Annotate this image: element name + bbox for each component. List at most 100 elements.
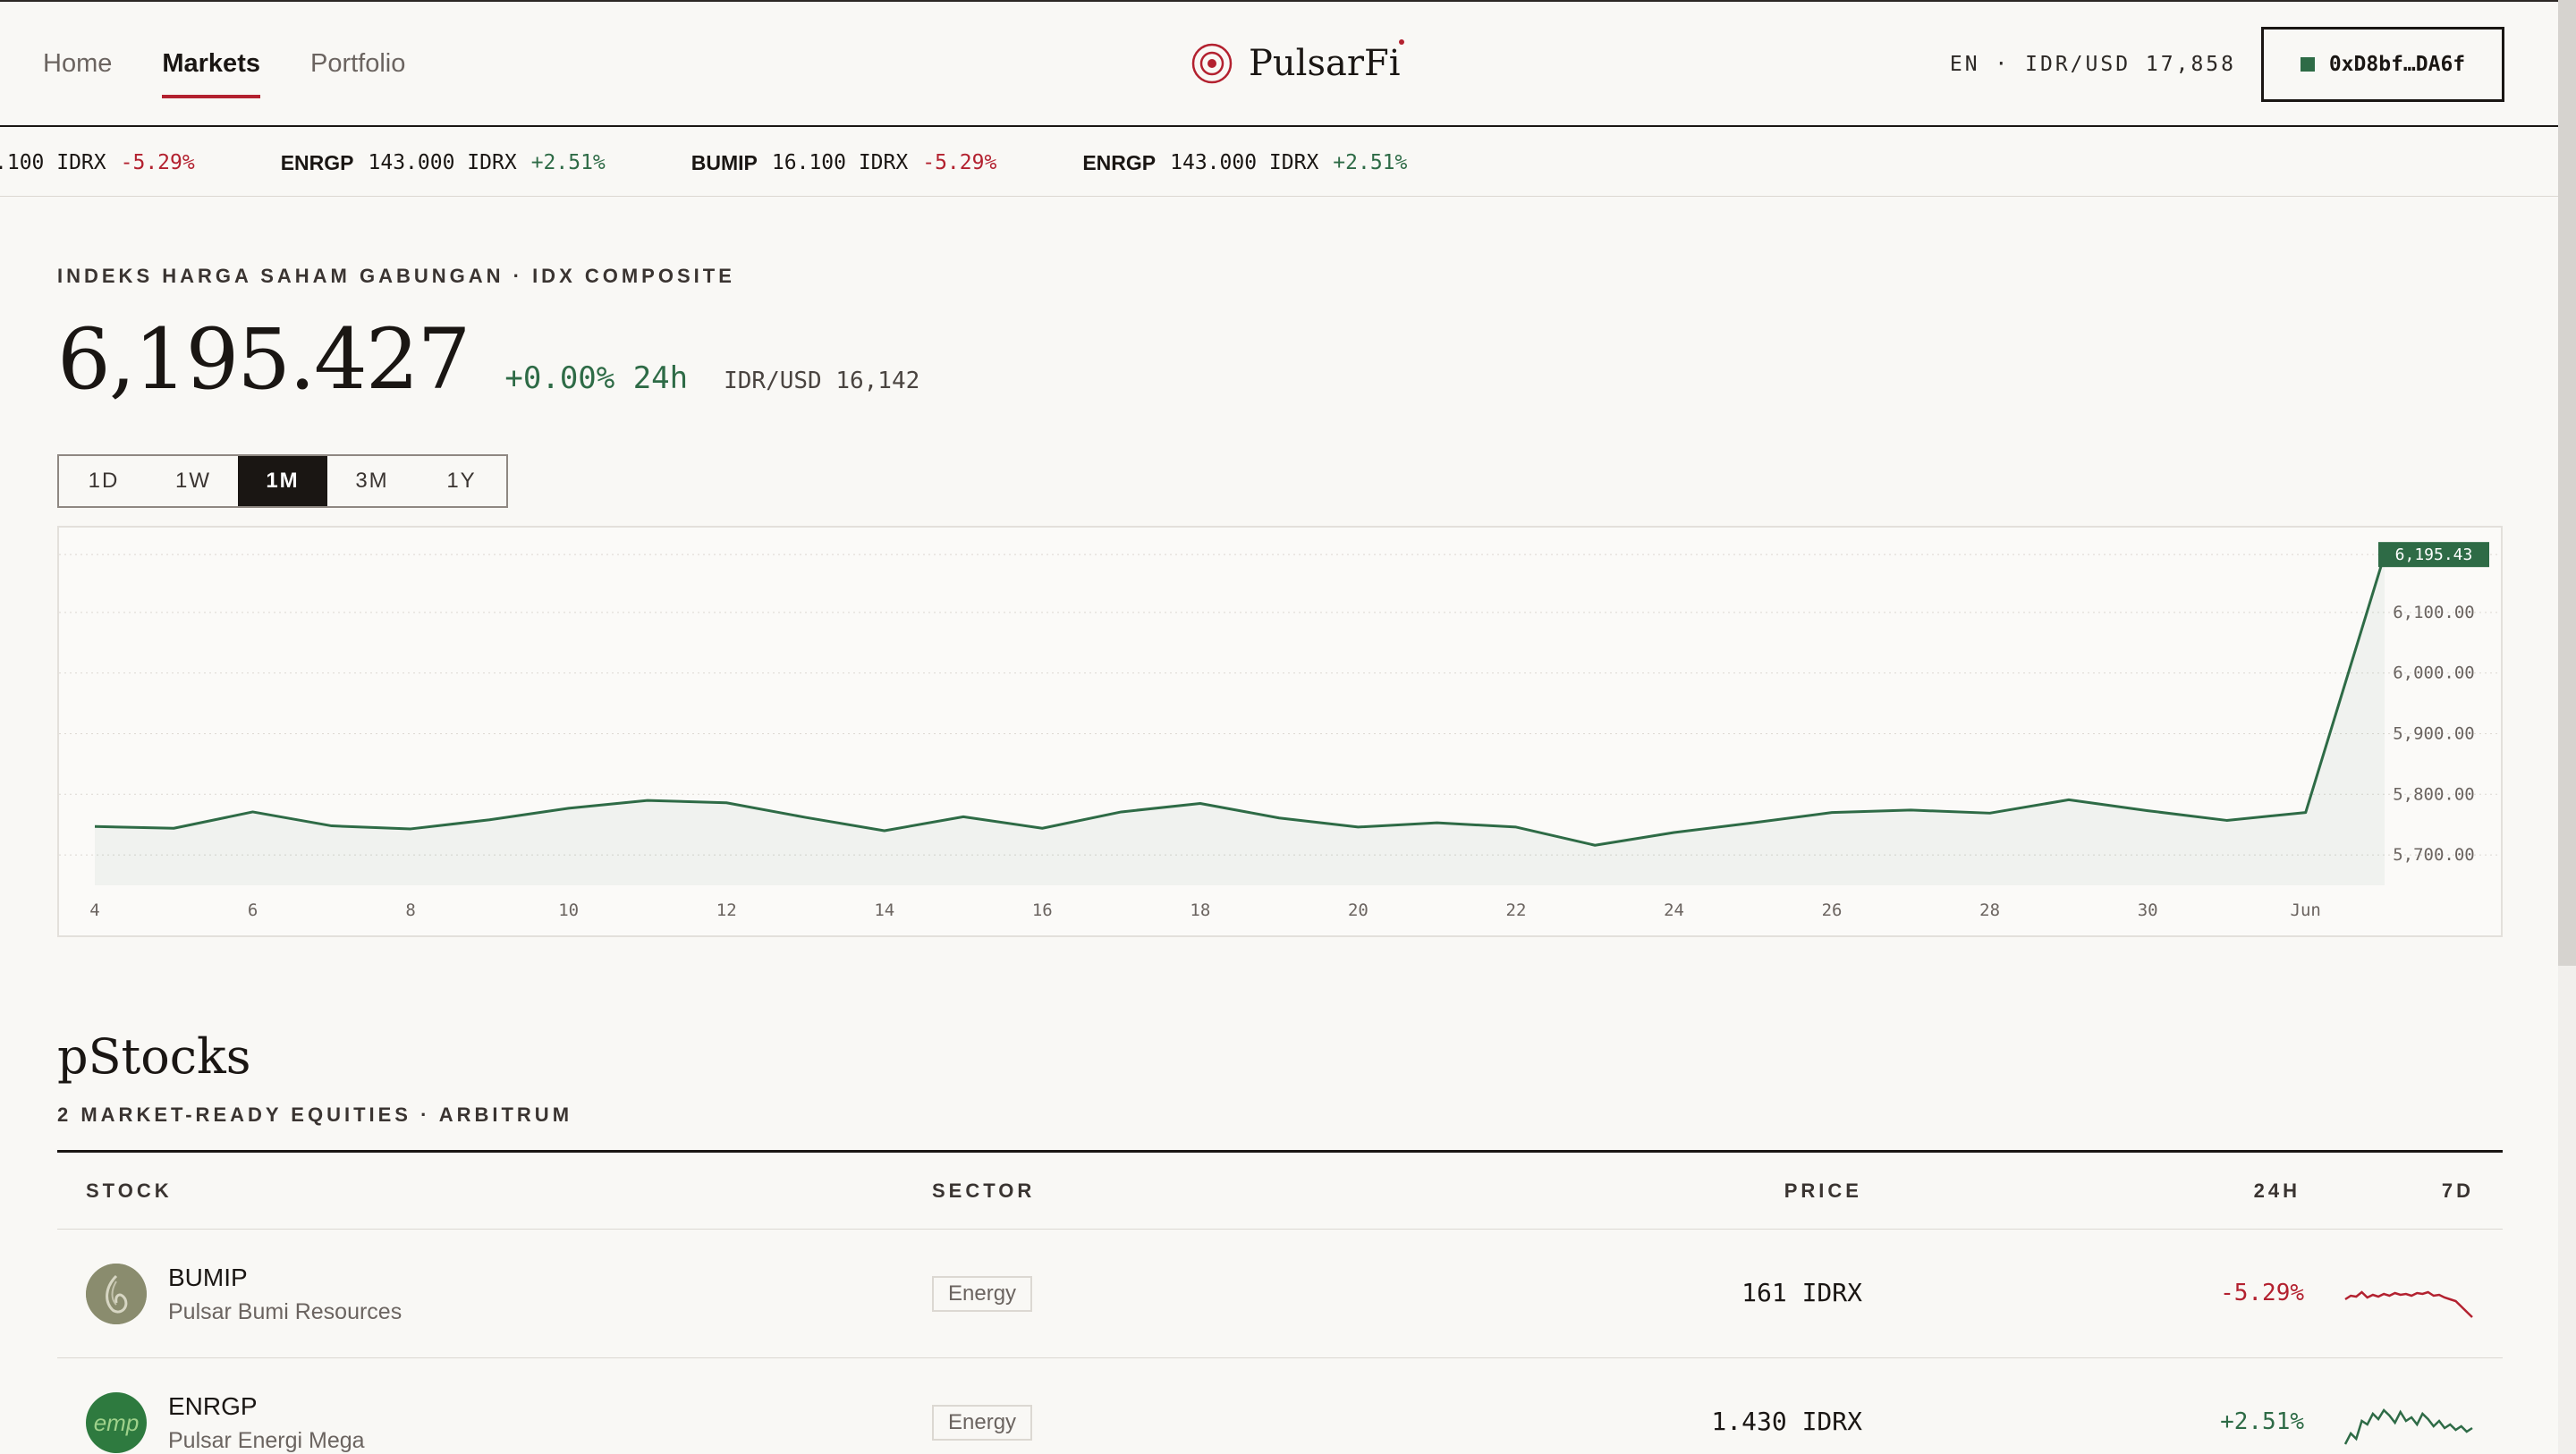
ticker-track: .100 IDRX -5.29% ENRGP 143.000 IDRX +2.5… [0, 129, 1407, 196]
bumi-logo-icon [86, 1264, 147, 1324]
table-row[interactable]: emp ENRGP Pulsar Energi Mega Energy 1.43… [57, 1358, 2503, 1454]
x-tick-label: 14 [874, 900, 894, 920]
y-tick-label: 5,700.00 [2393, 845, 2475, 865]
stock-name: Pulsar Bumi Resources [168, 1299, 402, 1324]
ticker-change: -5.29% [120, 151, 195, 174]
ticker-item[interactable]: ENRGP 143.000 IDRX +2.51% [1082, 151, 1407, 175]
stock-change: +2.51% [2220, 1408, 2304, 1435]
stock-price: 1.430 IDRX [1711, 1407, 1862, 1436]
range-1d-button[interactable]: 1D [88, 469, 120, 493]
brand-name: PulsarFi [1249, 39, 1404, 84]
range-3m-button[interactable]: 3M [355, 469, 389, 493]
index-rate: IDR/USD 16,142 [724, 368, 920, 394]
ticker-price: 16.100 IDRX [771, 150, 909, 174]
x-tick-label: 6 [248, 900, 258, 920]
pstocks-subtitle: 2 MARKET-READY EQUITIES · ARBITRUM [57, 1103, 573, 1126]
pstocks-table: STOCK SECTOR PRICE 24H 7D BUMIP Pulsar B… [57, 1150, 2503, 1454]
header-right: EN · IDR/USD 17,858 0xD8bf…DA6f [1950, 27, 2504, 102]
ticker-symbol: BUMIP [691, 150, 758, 174]
index-value: 6,195.427 [57, 311, 470, 409]
ticker-change: +2.51% [530, 150, 606, 174]
index-chart[interactable]: 6,100.00 6,000.00 5,900.00 5,800.00 5,700.00… [57, 526, 2503, 937]
ticker-item[interactable]: BUMIP 16.100 IDRX -5.29% [691, 151, 997, 175]
x-tick-label: 10 [558, 900, 579, 920]
ticker-price: 143.000 IDRX [368, 150, 517, 174]
sparkline-7d [2343, 1408, 2473, 1445]
x-tick-label: Jun [2291, 900, 2321, 920]
ticker-price: .100 IDRX [0, 151, 106, 174]
index-summary: 6,195.427 +0.00% 24h IDR/USD 16,142 [57, 311, 919, 409]
col-price[interactable]: PRICE [1784, 1179, 1862, 1202]
ticker-symbol: ENRGP [1082, 150, 1157, 174]
x-tick-label: 16 [1032, 900, 1053, 920]
col-sector[interactable]: SECTOR [932, 1179, 1036, 1202]
scrollbar[interactable] [2558, 0, 2576, 1454]
x-tick-label: 26 [1822, 900, 1843, 920]
col-stock[interactable]: STOCK [86, 1179, 173, 1202]
brand-name-text: PulsarFi [1249, 43, 1401, 84]
sparkline-path [2343, 1408, 2473, 1445]
avatar-text: emp [93, 1408, 140, 1436]
price-ticker: .100 IDRX -5.29% ENRGP 143.000 IDRX +2.5… [0, 129, 2558, 197]
pulse-logo-icon [1191, 43, 1233, 84]
stock-change: -5.29% [2220, 1280, 2304, 1306]
y-tick-label: 6,100.00 [2393, 603, 2475, 622]
stock-avatar [86, 1264, 147, 1324]
main-nav: Home Markets Portfolio [43, 2, 405, 125]
x-tick-label: 22 [1506, 900, 1527, 920]
table-header: STOCK SECTOR PRICE 24H 7D [57, 1153, 2503, 1230]
wallet-status-icon [2300, 57, 2315, 72]
range-1m-button[interactable]: 1M [238, 456, 327, 506]
brand-accent-dot [1398, 39, 1404, 45]
y-tick-label: 5,900.00 [2393, 723, 2475, 743]
x-tick-label: 12 [716, 900, 737, 920]
x-tick-label: 28 [1979, 900, 2000, 920]
col-7d[interactable]: 7D [2441, 1179, 2474, 1202]
x-tick-label: 24 [1664, 900, 1684, 920]
sparkline-path [2344, 1290, 2473, 1318]
last-value-label: 6,195.43 [2395, 545, 2473, 564]
x-tick-label: 8 [405, 900, 415, 920]
x-tick-label: 30 [2138, 900, 2158, 920]
y-tick-label: 6,000.00 [2393, 664, 2475, 683]
brand-logo[interactable]: PulsarFi [1190, 39, 1404, 86]
x-tick-label: 4 [89, 900, 99, 920]
last-value-badge [2378, 542, 2489, 568]
sector-badge: Energy [932, 1276, 1033, 1312]
sector-badge: Energy [932, 1405, 1033, 1441]
y-tick-label: 5,800.00 [2393, 784, 2475, 804]
scrollbar-thumb[interactable] [2558, 0, 2576, 966]
table-row[interactable]: BUMIP Pulsar Bumi Resources Energy 161 I… [57, 1230, 2503, 1358]
window-top-edge [0, 0, 2576, 2]
ticker-symbol: ENRGP [280, 150, 354, 174]
nav-home[interactable]: Home [43, 49, 113, 78]
ticker-change: +2.51% [1333, 150, 1408, 174]
ticker-change: -5.29% [922, 150, 997, 174]
range-1y-button[interactable]: 1Y [446, 469, 477, 493]
series-line [94, 554, 2386, 847]
ticker-price: 143.000 IDRX [1170, 150, 1319, 174]
index-title: INDEKS HARGA SAHAM GABUNGAN · IDX COMPOS… [57, 265, 735, 287]
time-range-selector: 1D 1W 1M 3M 1Y [57, 454, 508, 508]
sparkline-7d [2344, 1290, 2473, 1318]
stock-symbol: BUMIP [168, 1264, 248, 1291]
wallet-address: 0xD8bf…DA6f [2328, 53, 2466, 76]
ticker-item[interactable]: ENRGP 143.000 IDRX +2.51% [281, 151, 606, 175]
nav-markets[interactable]: Markets [162, 2, 260, 125]
top-navigation: Home Markets Portfolio PulsarFi EN · IDR… [0, 2, 2558, 127]
wallet-button[interactable]: 0xD8bf…DA6f [2261, 27, 2504, 102]
col-24h[interactable]: 24H [2253, 1179, 2301, 1202]
index-change: +0.00% 24h [504, 360, 689, 396]
stock-name: Pulsar Energi Mega [168, 1428, 365, 1453]
range-1w-button[interactable]: 1W [175, 469, 211, 493]
x-tick-label: 18 [1190, 900, 1210, 920]
x-tick-label: 20 [1348, 900, 1368, 920]
language-rate-indicator[interactable]: EN · IDR/USD 17,858 [1949, 53, 2236, 76]
pstocks-title: pStocks [57, 1028, 251, 1085]
index-chart-svg: 6,100.00 6,000.00 5,900.00 5,800.00 5,700.00… [59, 542, 2501, 920]
nav-portfolio[interactable]: Portfolio [309, 49, 406, 78]
stock-price: 161 IDRX [1741, 1278, 1862, 1307]
ticker-item[interactable]: .100 IDRX -5.29% [0, 151, 195, 174]
series-area [95, 554, 2385, 885]
stock-symbol: ENRGP [168, 1392, 258, 1420]
